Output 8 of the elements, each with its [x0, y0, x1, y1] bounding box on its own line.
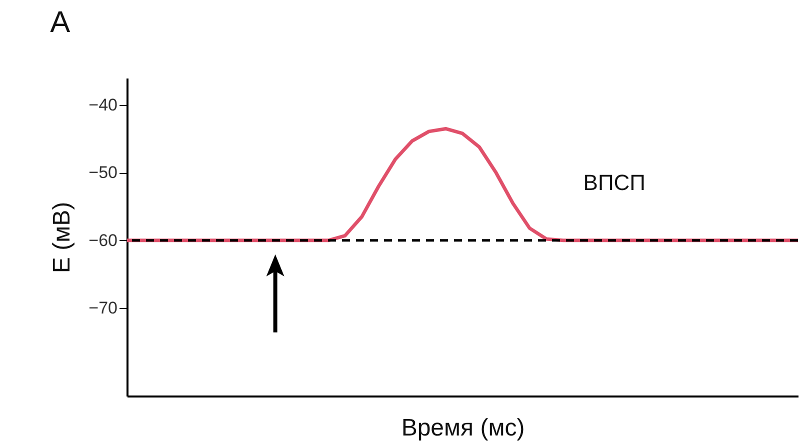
- x-axis-title: Время (мс): [401, 414, 525, 442]
- y-tick-label: −50: [88, 163, 118, 182]
- y-tick-label: −40: [88, 96, 118, 115]
- chart-title: A: [50, 6, 70, 39]
- y-tick-label: −70: [88, 298, 118, 318]
- y-tick-label: −60: [88, 230, 118, 250]
- annotation: ВПСП: [583, 170, 646, 195]
- y-axis-title: E (мВ): [48, 202, 76, 274]
